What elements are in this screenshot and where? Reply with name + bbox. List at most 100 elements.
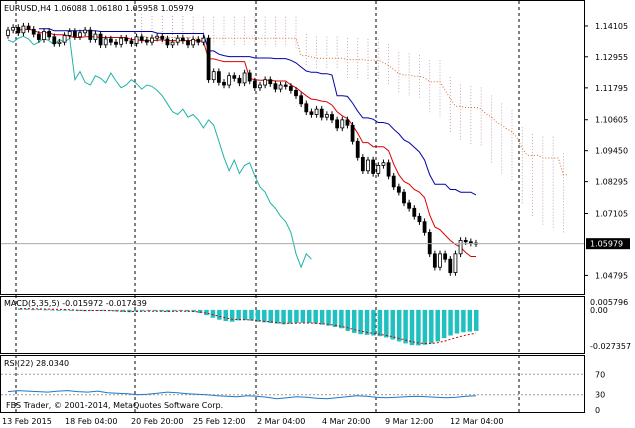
candle-body	[211, 71, 216, 81]
macd-bar	[223, 309, 229, 322]
macd-bar	[191, 309, 196, 312]
candle-body	[201, 37, 206, 43]
candle-body	[366, 159, 370, 172]
macd-bar	[371, 309, 376, 336]
macd-bar	[364, 309, 370, 335]
price-tick-label: 1.09450	[595, 147, 628, 156]
time-axis: 13 Feb 2015 18 Feb 04:00 20 Feb 20:00 25 Fe…	[2, 417, 503, 426]
candle-body	[180, 37, 185, 42]
candle-body	[186, 40, 190, 46]
candle-body	[438, 253, 442, 268]
candle-body	[134, 36, 139, 44]
candle-body	[144, 39, 149, 43]
main-panel-frame	[0, 0, 585, 295]
rsi-tick-label: 70	[595, 370, 605, 379]
candle-body	[108, 38, 113, 43]
macd-bar	[262, 309, 267, 323]
macd-bar	[435, 309, 440, 342]
candle-body	[468, 241, 473, 244]
macd-bar	[152, 309, 158, 312]
macd-bar	[229, 309, 235, 322]
candle-body	[36, 33, 41, 40]
macd-bar	[409, 309, 415, 346]
candle-body	[412, 207, 417, 217]
candle-body	[422, 221, 427, 233]
candle-body	[11, 27, 16, 31]
candle-body	[72, 31, 77, 38]
senkou-span-b-line	[141, 35, 569, 176]
time-tick-label: 9 Mar 12:00	[385, 417, 433, 426]
macd-bar	[101, 309, 106, 311]
macd-histogram	[18, 308, 479, 346]
time-tick-label: 25 Feb 12:00	[193, 417, 245, 426]
copyright-text: FBS Trader, © 2001-2014, MetaQuotes Soft…	[6, 401, 223, 410]
candle-body	[31, 28, 36, 35]
candle-body	[62, 35, 67, 43]
candle-body	[448, 258, 453, 273]
candle-body	[324, 114, 329, 118]
candle-body	[463, 240, 468, 243]
macd-bar	[37, 309, 42, 311]
candle-body	[402, 191, 406, 204]
candle-body	[47, 31, 52, 38]
macd-bar	[178, 309, 184, 311]
tenkan-sen-line	[18, 28, 476, 257]
candle-body	[350, 124, 355, 142]
rsi-tick-label: 0	[595, 406, 600, 415]
macd-bar	[454, 309, 460, 334]
candle-body	[88, 29, 93, 40]
candle-body	[26, 25, 31, 30]
candle-body	[355, 140, 360, 158]
candle-body	[237, 77, 242, 84]
candle-body	[124, 37, 129, 42]
macd-bar	[75, 309, 81, 311]
macd-bar	[441, 309, 447, 339]
candle-body	[139, 36, 144, 41]
candle-body	[427, 231, 432, 255]
macd-bar	[242, 309, 248, 321]
macd-bar	[217, 309, 222, 320]
macd-bar	[255, 309, 261, 322]
candle-body	[6, 29, 10, 36]
macd-bar	[268, 309, 273, 324]
macd-tick-label: 0.00	[590, 306, 608, 315]
candle-body	[67, 31, 72, 36]
candle-body	[247, 72, 252, 82]
macd-bar	[461, 309, 466, 333]
macd-bar	[339, 309, 344, 329]
macd-bar	[300, 309, 306, 323]
macd-bar	[467, 309, 473, 332]
candle-body	[432, 253, 437, 268]
candle-body	[314, 108, 319, 115]
candle-body	[288, 85, 293, 91]
macd-bar	[69, 309, 74, 311]
candle-body	[391, 175, 396, 188]
candle-body	[83, 29, 88, 34]
candle-body	[114, 41, 118, 45]
price-axis: 1.14105 1.12955 1.11795 1.10605 1.09450 1.082…	[584, 22, 628, 280]
macd-bar	[474, 309, 479, 331]
macd-bar	[351, 309, 357, 333]
macd-bar	[416, 309, 421, 346]
macd-bar	[204, 309, 209, 316]
macd-bar	[18, 308, 23, 310]
macd-tick-label: -0.027357	[590, 342, 631, 351]
price-tick-label: 1.07105	[595, 210, 628, 219]
price-tick-label: 1.12955	[595, 53, 628, 62]
candle-body	[273, 83, 278, 90]
candle-body	[299, 95, 304, 105]
macd-bar	[313, 309, 318, 324]
macd-bar	[88, 309, 94, 311]
candle-body	[386, 162, 391, 177]
candle-body	[222, 81, 226, 86]
candle-body	[191, 39, 196, 46]
price-tick-label: 1.08295	[595, 178, 628, 187]
candle-body	[407, 202, 412, 209]
candle-body	[443, 253, 448, 260]
macd-bar	[249, 309, 254, 321]
macd-bar	[210, 309, 216, 318]
candle-body	[278, 84, 283, 90]
time-tick-label: 4 Mar 20:00	[322, 417, 370, 426]
